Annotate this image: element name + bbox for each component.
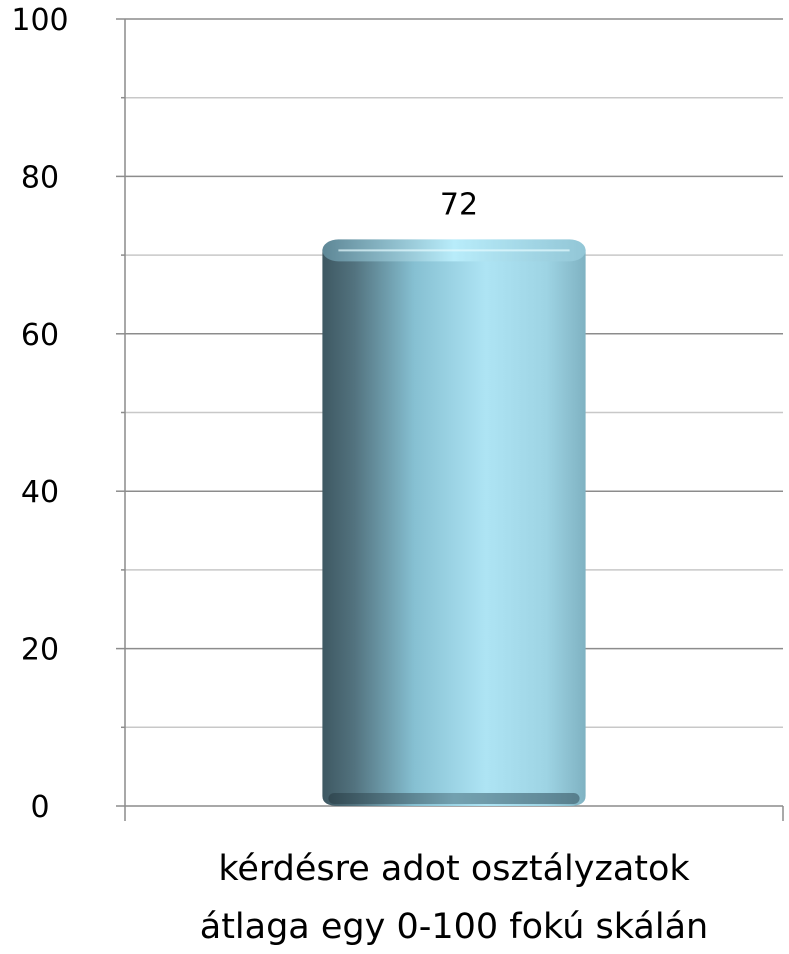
bar — [322, 239, 586, 807]
bar-body — [322, 249, 586, 807]
x-category-label: átlaga egy 0-100 fokú skálán — [200, 907, 708, 947]
x-category-label: kérdésre adot osztályzatok — [218, 849, 690, 889]
bar-layer — [322, 239, 586, 807]
y-tick-label: 60 — [21, 318, 59, 353]
y-tick-label: 100 — [11, 3, 68, 38]
data-label: 72 — [440, 187, 478, 222]
y-tick-label: 20 — [21, 633, 59, 668]
y-tick-label: 40 — [21, 475, 59, 510]
bar-base-shadow — [328, 793, 580, 804]
label-layer: 0 20 40 60 80 100 72 kérdésre adot osztályzatok… — [11, 3, 708, 947]
y-tick-label: 80 — [21, 160, 59, 195]
y-tick-label: 0 — [30, 790, 49, 825]
